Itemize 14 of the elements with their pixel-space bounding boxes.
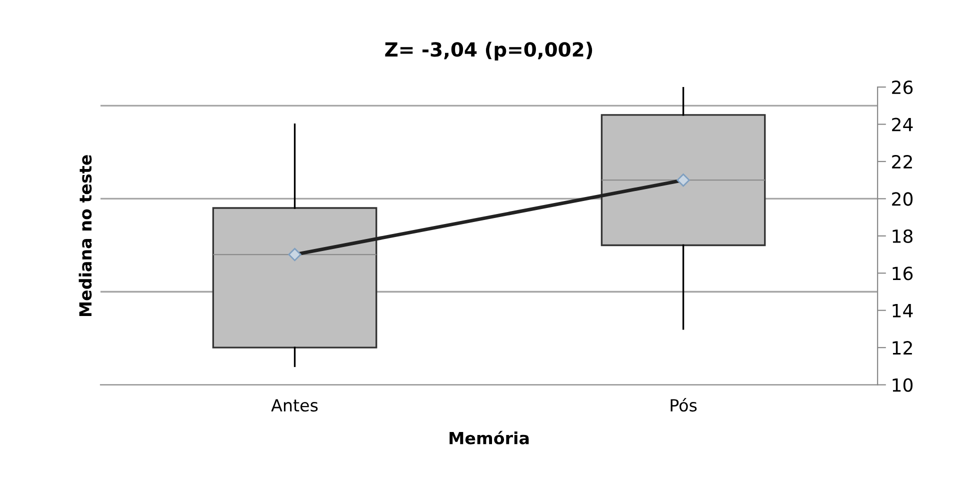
- y-tick-label: 20: [892, 192, 913, 206]
- y-tick-label: 12: [892, 341, 912, 354]
- y-tick-label: 26: [892, 80, 913, 94]
- chart-title: Z= -3,04 (p=0,002): [385, 42, 592, 61]
- y-tick-label: 18: [892, 229, 913, 244]
- y-axis-title: Mediana no teste: [78, 155, 92, 316]
- y-tick-label: 16: [892, 266, 913, 280]
- x-axis-title: Memória: [450, 430, 529, 444]
- x-tick-label: Pós: [670, 398, 697, 412]
- y-tick-label: 24: [892, 118, 913, 132]
- y-tick-label: 22: [892, 154, 912, 168]
- y-tick-label: 10: [892, 378, 913, 392]
- x-tick-label: Antes: [271, 399, 318, 412]
- y-tick-label: 14: [892, 304, 913, 318]
